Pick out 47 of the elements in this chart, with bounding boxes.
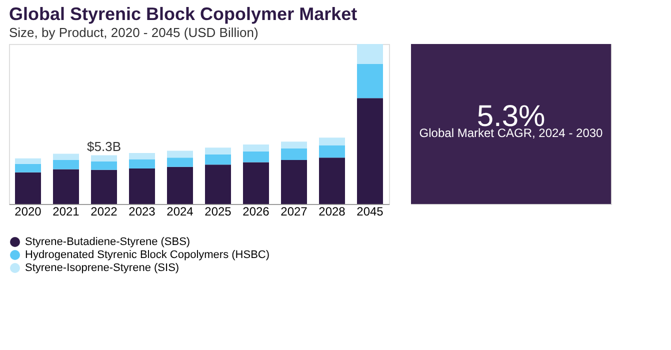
x-tick-label: 2024 bbox=[166, 204, 194, 218]
bar bbox=[357, 44, 383, 64]
legend-label: Styrene-Isoprene-Styrene (SIS) bbox=[25, 262, 180, 274]
bar bbox=[53, 154, 79, 160]
bar bbox=[243, 151, 269, 162]
bar bbox=[243, 162, 269, 204]
bar bbox=[281, 148, 307, 160]
x-tick-label: 2023 bbox=[128, 204, 156, 218]
x-tick-label: 2022 bbox=[90, 204, 118, 218]
chart-title: Global Styrenic Block Copolymer Market bbox=[9, 4, 358, 24]
bar bbox=[319, 138, 345, 146]
x-tick-label: 2020 bbox=[14, 204, 42, 218]
annotation: $5.3B bbox=[87, 139, 121, 154]
x-tick-label: 2028 bbox=[318, 204, 346, 218]
legend-label: Hydrogenated Styrenic Block Copolymers (HSBC) bbox=[25, 249, 270, 261]
bar bbox=[205, 148, 231, 155]
x-tick-label: 2045 bbox=[356, 204, 384, 218]
text: Global Market CAGR, 2024 - 2030 bbox=[419, 126, 604, 140]
bar bbox=[167, 150, 193, 158]
bar bbox=[205, 164, 231, 204]
bar bbox=[15, 158, 41, 164]
x-tick-label: 2021 bbox=[52, 204, 80, 218]
x-tick-label: 2026 bbox=[242, 204, 270, 218]
bar bbox=[243, 144, 269, 152]
bar bbox=[53, 169, 79, 204]
bar bbox=[281, 142, 307, 148]
bar bbox=[167, 158, 193, 167]
bar bbox=[129, 168, 155, 204]
bar bbox=[167, 166, 193, 204]
bar bbox=[319, 158, 345, 204]
bar bbox=[15, 172, 41, 204]
bar bbox=[53, 160, 79, 170]
bar bbox=[129, 152, 155, 160]
bar bbox=[357, 64, 383, 98]
chart-subtitle: Size, by Product, 2020 - 2045 (USD Billion) bbox=[9, 25, 258, 40]
bar bbox=[319, 145, 345, 158]
legend-label: Styrene-Butadiene-Styrene (SBS) bbox=[25, 236, 190, 248]
bar bbox=[91, 170, 117, 204]
x-tick-label: 2027 bbox=[280, 204, 308, 218]
bar bbox=[205, 154, 231, 165]
x-tick-label: 2025 bbox=[204, 204, 232, 218]
bar bbox=[91, 161, 117, 170]
bar bbox=[91, 155, 117, 162]
bar bbox=[281, 160, 307, 204]
bar bbox=[15, 164, 41, 172]
bar bbox=[129, 159, 155, 168]
bar bbox=[357, 98, 383, 204]
